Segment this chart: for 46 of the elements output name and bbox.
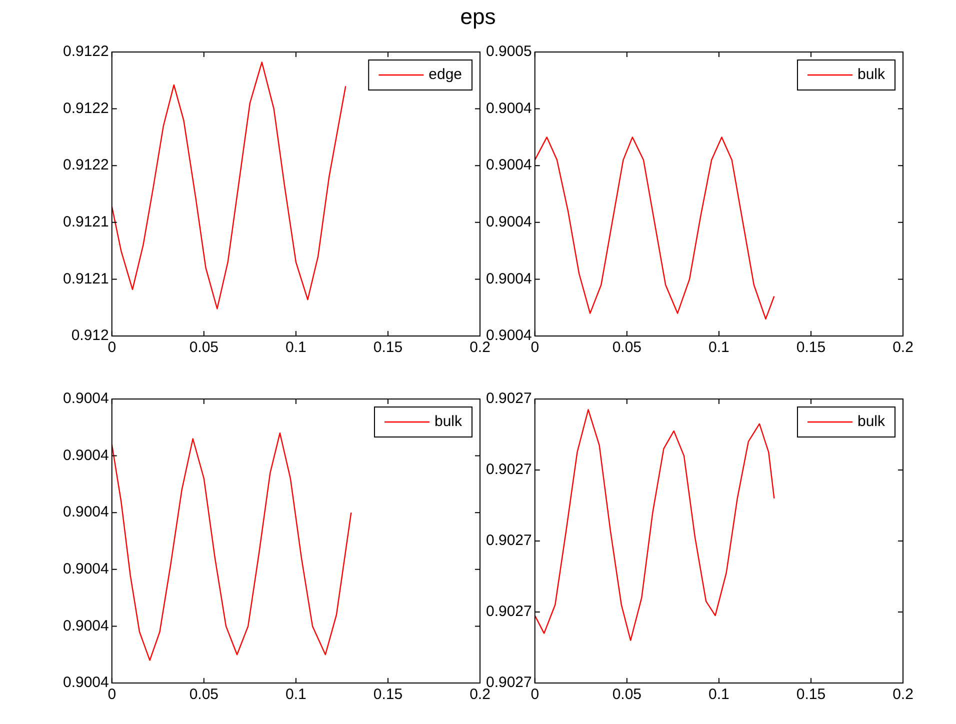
- x-tick-label: 0.15: [373, 339, 403, 356]
- x-tick-label: 0: [530, 339, 540, 356]
- x-tick-label: 0: [108, 339, 116, 356]
- y-tick-label: 0.9004: [62, 560, 109, 578]
- y-tick-label: 0.9004: [486, 214, 532, 231]
- x-tick-label: 0.1: [708, 339, 730, 356]
- legend-label: bulk: [434, 413, 462, 430]
- x-tick-label: 0.1: [286, 339, 306, 356]
- y-tick-label: 0.9027: [486, 532, 532, 550]
- y-tick-label: 0.912: [71, 327, 109, 344]
- y-tick-label: 0.9121: [62, 270, 109, 288]
- y-tick-label: 0.9004: [62, 504, 109, 521]
- x-tick-label: 0.15: [373, 686, 403, 704]
- x-tick-label: 0: [108, 686, 116, 704]
- x-tick-label: 0.05: [189, 339, 219, 356]
- chart-title: eps: [459, 4, 497, 30]
- y-tick-label: 0.9027: [486, 461, 532, 478]
- y-tick-label: 0.9027: [486, 603, 532, 620]
- x-tick-label: 0: [530, 686, 540, 704]
- y-tick-label: 0.9122: [62, 43, 109, 60]
- y-tick-label: 0.9027: [486, 390, 532, 408]
- x-tick-label: 0.2: [892, 339, 914, 356]
- x-tick-label: 0.05: [189, 686, 219, 704]
- x-tick-label: 0.1: [708, 686, 730, 704]
- x-tick-label: 0.05: [612, 339, 642, 356]
- x-tick-label: 0.1: [286, 686, 306, 704]
- y-tick-label: 0.9004: [486, 270, 532, 288]
- y-tick-label: 0.9004: [62, 446, 109, 464]
- legend-label: edge: [428, 66, 462, 84]
- x-tick-label: 0.15: [796, 686, 826, 704]
- y-tick-label: 0.9005: [486, 43, 532, 60]
- y-tick-label: 0.9004: [486, 100, 532, 117]
- y-tick-label: 0.9004: [62, 390, 109, 408]
- y-tick-label: 0.9004: [62, 674, 109, 692]
- legend-label: bulk: [857, 413, 886, 430]
- x-tick-label: 0.15: [796, 339, 826, 356]
- x-tick-label: 0.05: [612, 686, 642, 704]
- legend-label: bulk: [857, 66, 886, 84]
- x-tick-label: 0.2: [470, 686, 490, 704]
- x-tick-label: 0.2: [470, 339, 490, 356]
- y-tick-label: 0.9121: [62, 214, 109, 231]
- y-tick-label: 0.9004: [62, 617, 109, 634]
- x-tick-label: 0.2: [892, 686, 914, 704]
- y-tick-label: 0.9004: [486, 156, 532, 174]
- y-tick-label: 0.9122: [62, 100, 109, 117]
- y-tick-label: 0.9122: [62, 156, 109, 174]
